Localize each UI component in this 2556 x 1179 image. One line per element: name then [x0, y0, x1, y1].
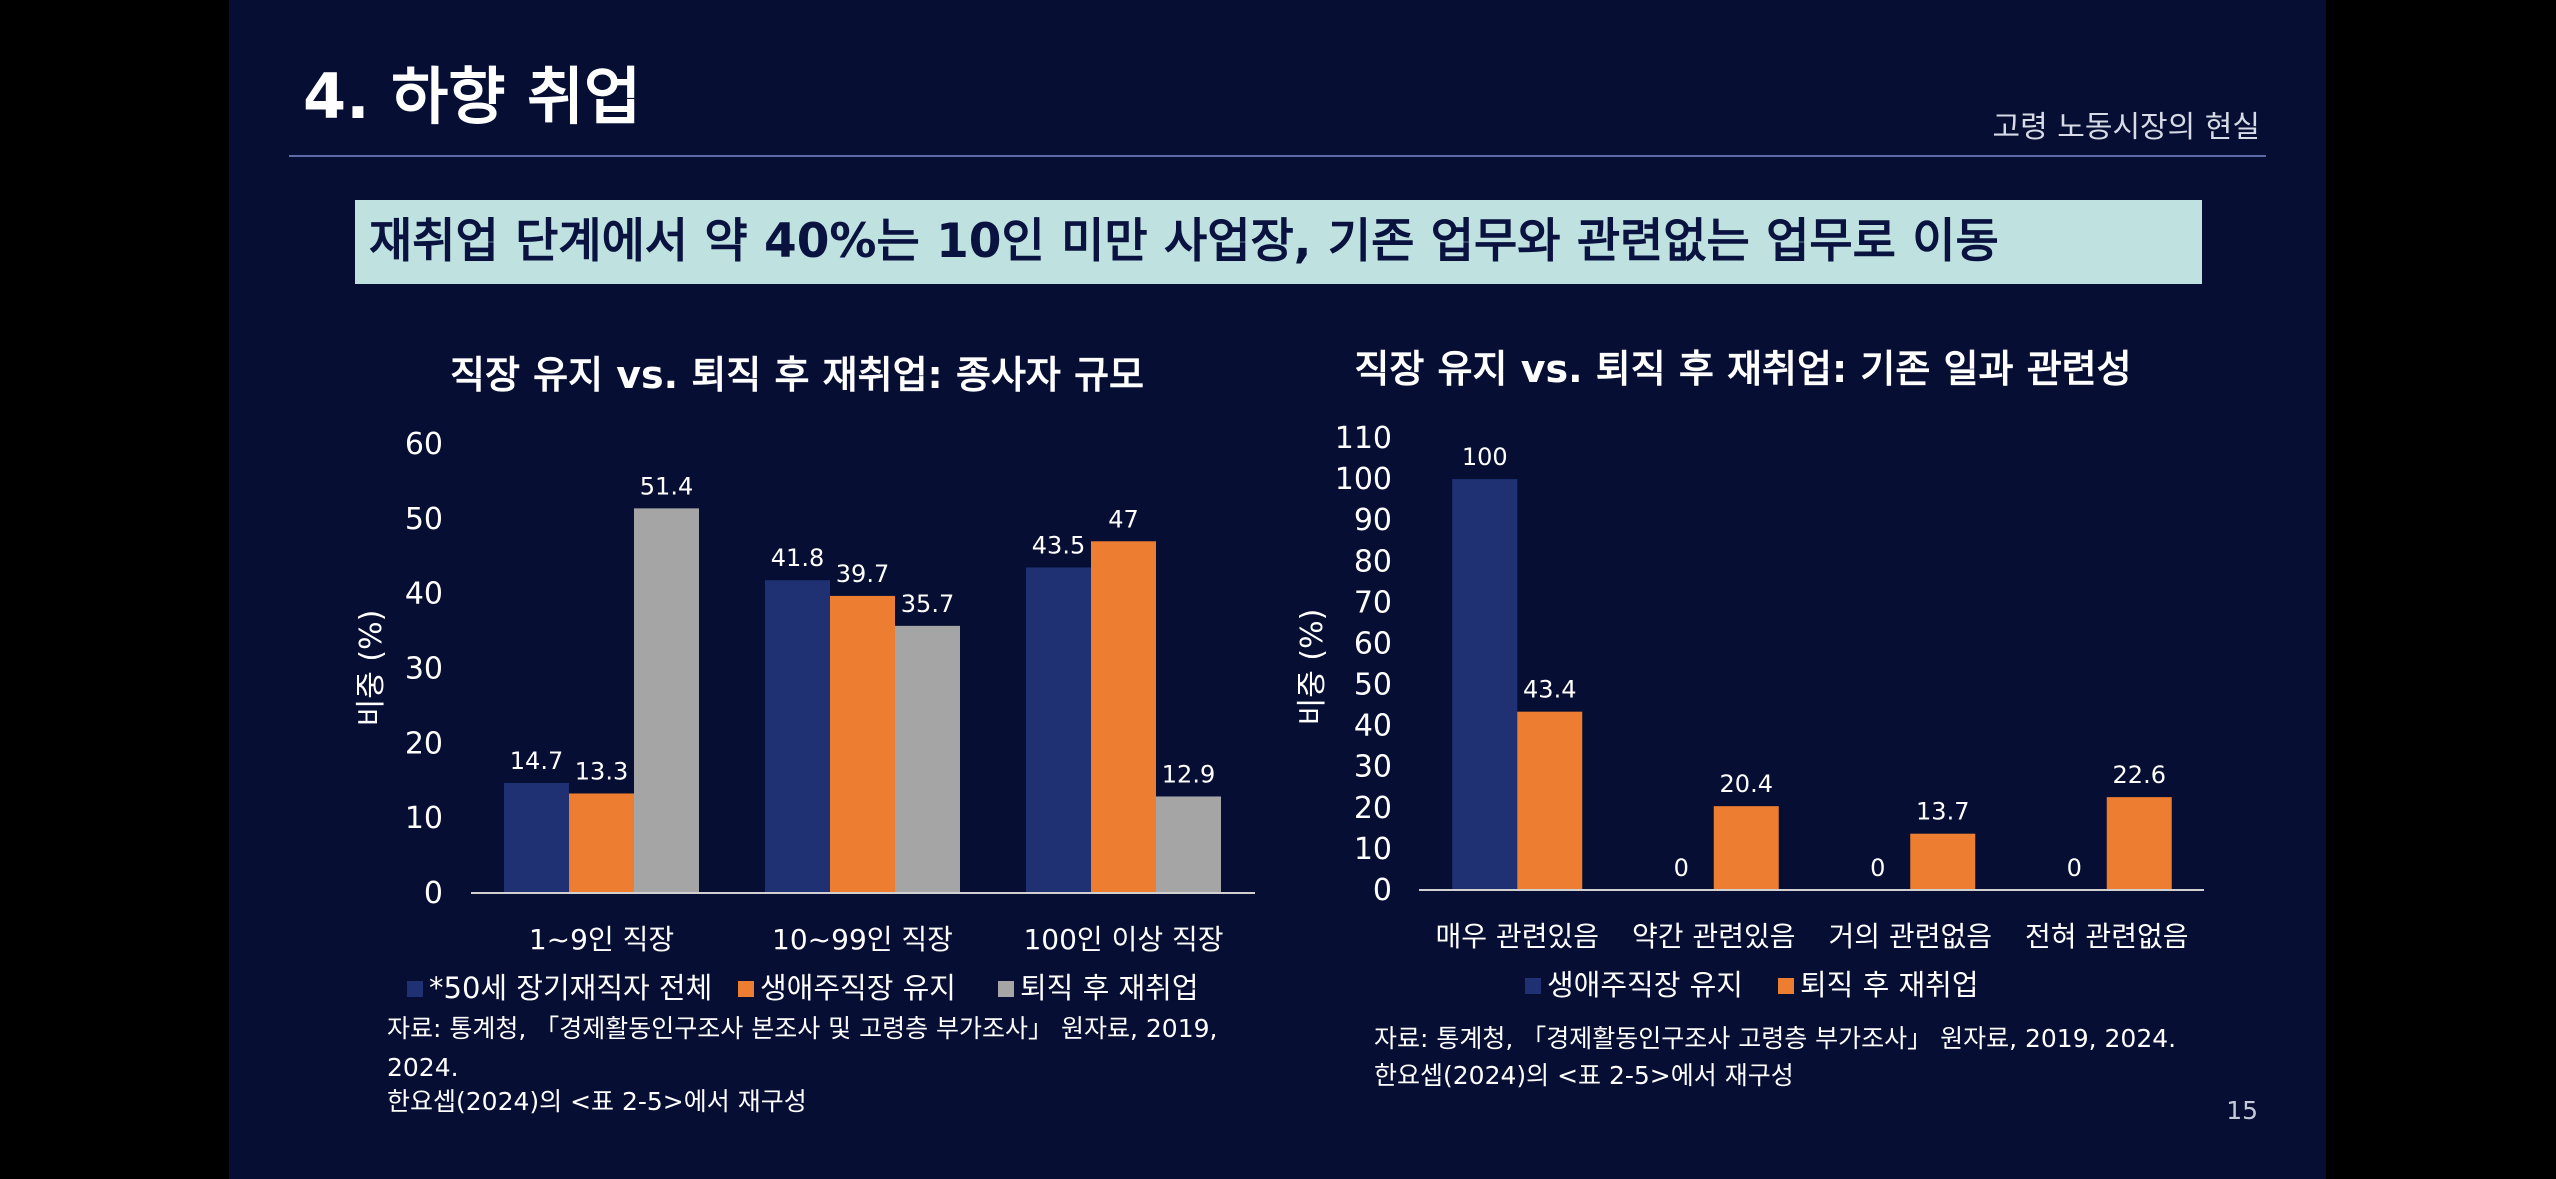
- y-tick-label: 10: [1354, 832, 1392, 867]
- data-label: 13.7: [1916, 798, 1969, 826]
- data-label: 43.5: [1032, 531, 1085, 559]
- bar: [1091, 541, 1156, 893]
- y-axis-label: 비중 (%): [1295, 609, 1330, 726]
- source-note: 한요셉(2024)의 <표 2-5>에서 재구성: [1374, 1061, 1794, 1090]
- bar: [830, 595, 895, 893]
- x-tick-label: 10~99인 직장: [772, 923, 953, 956]
- section-label: 고령 노동시장의 현실: [1992, 110, 2260, 145]
- legend-label: 생애주직장 유지: [1547, 968, 1743, 1002]
- y-tick-label: 60: [405, 427, 443, 462]
- y-axis-label: 비중 (%): [354, 610, 389, 727]
- y-tick-label: 80: [1354, 544, 1392, 579]
- y-tick-label: 90: [1354, 503, 1392, 538]
- source-note: 2024.: [387, 1053, 459, 1082]
- legend-swatch: [738, 981, 754, 997]
- y-tick-label: 10: [405, 801, 443, 836]
- bar: [1452, 479, 1518, 890]
- bar: [1517, 711, 1583, 890]
- bar: [1910, 833, 1976, 890]
- chart-title: 직장 유지 vs. 퇴직 후 재취업: 종사자 규모: [450, 353, 1144, 397]
- x-tick-label: 100인 이상 직장: [1023, 923, 1223, 956]
- x-tick-label: 매우 관련있음: [1436, 920, 1599, 953]
- y-tick-label: 50: [405, 502, 443, 537]
- legend-label: *50세 장기재직자 전체: [429, 971, 712, 1005]
- page-number: 15: [2226, 1096, 2258, 1125]
- legend-label: 퇴직 후 재취업: [1800, 968, 1979, 1002]
- title-divider: [289, 155, 2266, 157]
- y-tick-label: 110: [1335, 421, 1392, 456]
- y-tick-label: 30: [405, 652, 443, 687]
- x-tick-label: 약간 관련있음: [1632, 920, 1795, 953]
- legend-label: 퇴직 후 재취업: [1020, 971, 1199, 1005]
- data-label: 100: [1462, 443, 1508, 471]
- bar: [569, 793, 634, 893]
- y-tick-label: 20: [1354, 791, 1392, 826]
- bar: [2106, 797, 2172, 890]
- legend-swatch: [998, 981, 1014, 997]
- page-title: 4. 하향 취업: [303, 60, 642, 133]
- bar: [504, 782, 569, 893]
- legend-swatch: [1778, 978, 1794, 994]
- data-label: 35.7: [901, 590, 954, 618]
- slide: 4. 하향 취업 고령 노동시장의 현실 재취업 단계에서 약 40%는 10인…: [229, 0, 2326, 1179]
- y-tick-label: 40: [1354, 709, 1392, 744]
- data-label: 13.3: [575, 757, 628, 785]
- source-note: 자료: 통계청, 「경제활동인구조사 고령층 부가조사」 원자료, 2019, …: [1374, 1024, 2176, 1053]
- headline-banner: 재취업 단계에서 약 40%는 10인 미만 사업장, 기존 업무와 관련없는 …: [355, 200, 2202, 284]
- chart-title: 직장 유지 vs. 퇴직 후 재취업: 기존 일과 관련성: [1354, 347, 2131, 391]
- data-label: 22.6: [2113, 761, 2166, 789]
- x-tick-label: 1~9인 직장: [529, 923, 674, 956]
- bar: [1026, 567, 1091, 893]
- data-label: 0: [1674, 854, 1689, 882]
- bar: [634, 508, 699, 893]
- y-tick-label: 30: [1354, 750, 1392, 785]
- legend-swatch: [407, 981, 423, 997]
- bar: [1156, 796, 1221, 893]
- data-label: 12.9: [1162, 760, 1215, 788]
- data-label: 41.8: [771, 544, 824, 572]
- data-label: 43.4: [1523, 676, 1576, 704]
- x-tick-label: 전혀 관련없음: [2025, 920, 2188, 953]
- data-label: 0: [1870, 854, 1885, 882]
- data-label: 14.7: [510, 747, 563, 775]
- legend-label: 생애주직장 유지: [760, 971, 956, 1005]
- y-tick-label: 70: [1354, 585, 1392, 620]
- data-label: 51.4: [640, 472, 693, 500]
- source-note: 자료: 통계청, 「경제활동인구조사 본조사 및 고령층 부가조사」 원자료, …: [387, 1014, 1217, 1043]
- data-label: 39.7: [836, 560, 889, 588]
- data-label: 20.4: [1720, 770, 1773, 798]
- data-label: 0: [2067, 854, 2082, 882]
- legend-swatch: [1525, 978, 1541, 994]
- y-tick-label: 60: [1354, 626, 1392, 661]
- y-tick-label: 0: [1373, 873, 1392, 908]
- data-label: 47: [1108, 505, 1139, 533]
- bar: [1713, 806, 1779, 890]
- y-tick-label: 20: [405, 726, 443, 761]
- y-tick-label: 50: [1354, 668, 1392, 703]
- y-tick-label: 0: [424, 876, 443, 911]
- y-tick-label: 40: [405, 577, 443, 612]
- source-note: 한요셉(2024)의 <표 2-5>에서 재구성: [387, 1087, 807, 1116]
- y-tick-label: 100: [1335, 462, 1392, 497]
- x-tick-label: 거의 관련없음: [1829, 920, 1992, 953]
- bar: [765, 580, 830, 893]
- bar: [895, 625, 960, 893]
